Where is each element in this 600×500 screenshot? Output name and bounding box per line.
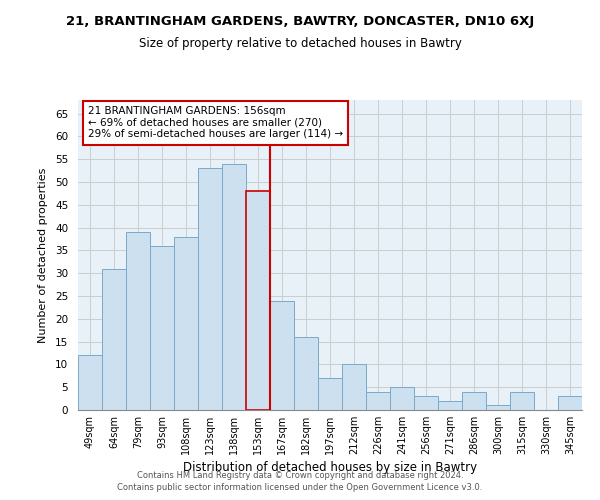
Bar bbox=[414, 396, 438, 410]
Bar bbox=[486, 406, 510, 410]
X-axis label: Distribution of detached houses by size in Bawtry: Distribution of detached houses by size … bbox=[183, 461, 477, 474]
Bar bbox=[510, 392, 534, 410]
Bar bbox=[222, 164, 246, 410]
Bar bbox=[558, 396, 582, 410]
Bar bbox=[318, 378, 342, 410]
Bar bbox=[462, 392, 486, 410]
Text: Contains public sector information licensed under the Open Government Licence v3: Contains public sector information licen… bbox=[118, 484, 482, 492]
Bar bbox=[78, 356, 102, 410]
Bar bbox=[150, 246, 174, 410]
Bar bbox=[174, 237, 198, 410]
Text: 21 BRANTINGHAM GARDENS: 156sqm
← 69% of detached houses are smaller (270)
29% of: 21 BRANTINGHAM GARDENS: 156sqm ← 69% of … bbox=[88, 106, 343, 140]
Bar bbox=[198, 168, 222, 410]
Y-axis label: Number of detached properties: Number of detached properties bbox=[38, 168, 48, 342]
Bar bbox=[366, 392, 390, 410]
Bar bbox=[126, 232, 150, 410]
Text: Size of property relative to detached houses in Bawtry: Size of property relative to detached ho… bbox=[139, 38, 461, 51]
Text: Contains HM Land Registry data © Crown copyright and database right 2024.: Contains HM Land Registry data © Crown c… bbox=[137, 471, 463, 480]
Text: 21, BRANTINGHAM GARDENS, BAWTRY, DONCASTER, DN10 6XJ: 21, BRANTINGHAM GARDENS, BAWTRY, DONCAST… bbox=[66, 15, 534, 28]
Bar bbox=[342, 364, 366, 410]
Bar bbox=[294, 337, 318, 410]
Bar bbox=[102, 268, 126, 410]
Bar bbox=[246, 191, 270, 410]
Bar bbox=[438, 401, 462, 410]
Bar bbox=[270, 300, 294, 410]
Bar bbox=[390, 387, 414, 410]
